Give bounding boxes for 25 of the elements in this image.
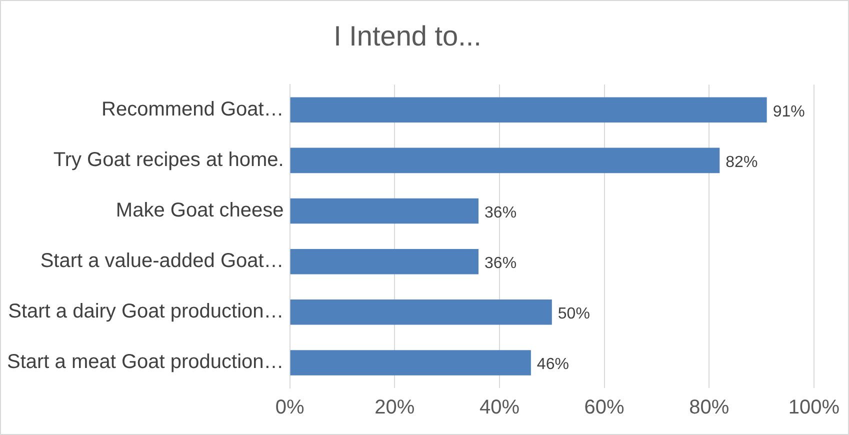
x-tick-label: 40% bbox=[479, 396, 520, 419]
x-tick-label: 20% bbox=[374, 396, 415, 419]
data-label: 46% bbox=[536, 356, 569, 374]
bar bbox=[290, 300, 552, 325]
y-tick-label: Try Goat recipes at home. bbox=[53, 148, 284, 171]
x-tick-label: 60% bbox=[584, 396, 625, 419]
data-label: 50% bbox=[558, 306, 590, 323]
data-label: 91% bbox=[772, 103, 805, 120]
bar bbox=[290, 198, 479, 224]
chart-title: I Intend to... bbox=[334, 20, 482, 52]
y-tick-label: Start a meat Goat production… bbox=[6, 351, 284, 374]
data-label: 36% bbox=[484, 254, 517, 272]
x-tick-label: 80% bbox=[689, 396, 730, 419]
data-label: 82% bbox=[726, 154, 758, 171]
y-tick-label: Start a dairy Goat production… bbox=[8, 300, 284, 323]
y-tick-label: Recommend Goat… bbox=[102, 98, 284, 120]
data-label: 36% bbox=[484, 204, 517, 222]
bar bbox=[290, 350, 531, 376]
x-tick-label: 0% bbox=[275, 396, 304, 419]
y-tick-label: Make Goat cheese bbox=[116, 200, 284, 222]
bar bbox=[290, 248, 479, 274]
y-tick-label: Start a value-added Goat… bbox=[40, 250, 284, 272]
bar bbox=[290, 97, 767, 123]
x-tick-label: 100% bbox=[788, 396, 840, 419]
bar bbox=[290, 148, 720, 174]
